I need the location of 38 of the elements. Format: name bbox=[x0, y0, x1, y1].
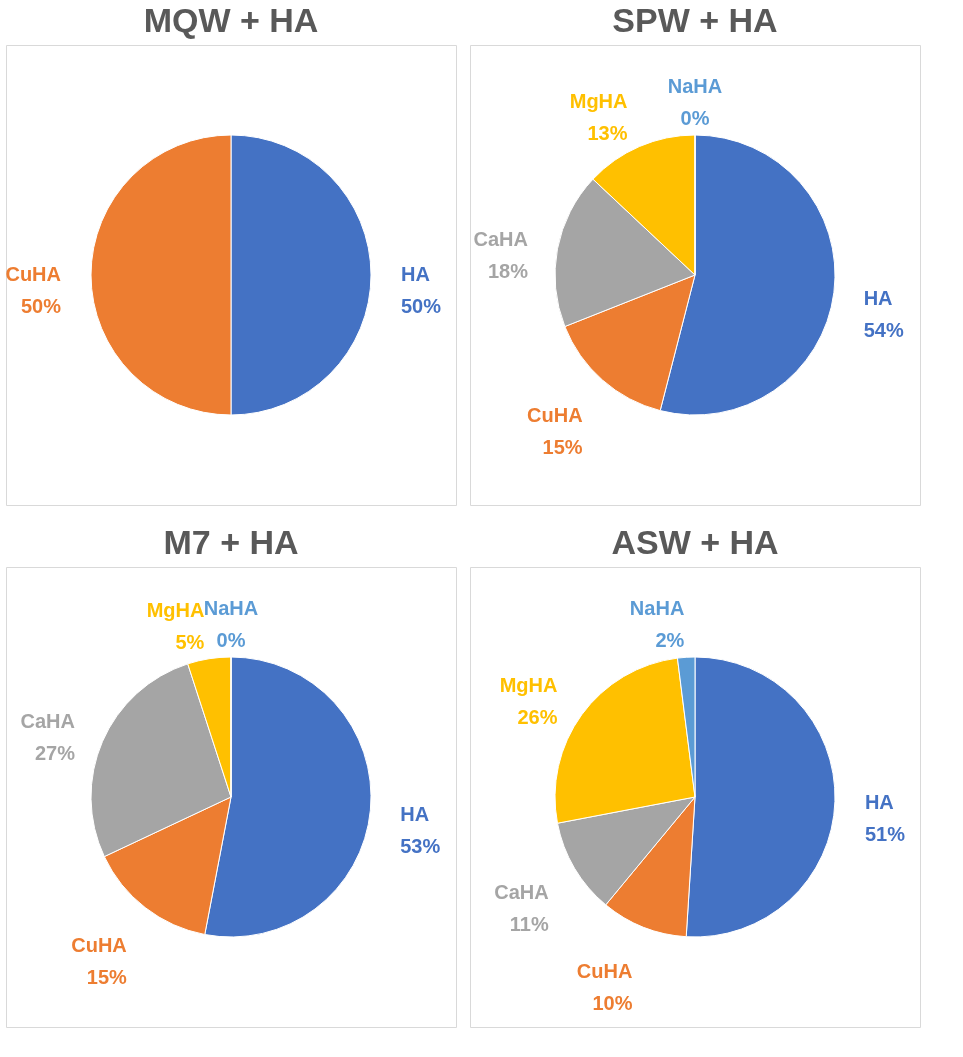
text: 0% bbox=[216, 629, 246, 651]
slice-label: MgHA bbox=[499, 674, 558, 697]
slice-label: MgHA bbox=[569, 90, 628, 113]
data-label: 50% bbox=[20, 295, 62, 317]
data-label: 50% bbox=[401, 295, 442, 317]
data-label: 11% bbox=[509, 912, 549, 935]
data-label: 15% bbox=[542, 436, 583, 459]
data-label: 10% bbox=[592, 991, 633, 1014]
slice-label: CuHA bbox=[576, 959, 633, 982]
slice-label: NaHA bbox=[629, 597, 685, 620]
category-label: NaHA bbox=[667, 75, 723, 97]
slice-label: CuHA bbox=[5, 263, 61, 285]
data-label: 27% bbox=[34, 742, 76, 765]
slice-label: CuHA bbox=[71, 933, 127, 956]
slice-label: CaHA bbox=[20, 710, 75, 733]
data-label: 51% bbox=[864, 822, 906, 845]
slice-label: HA bbox=[401, 263, 430, 285]
slice-label: CuHA bbox=[527, 404, 583, 427]
data-label: 54% bbox=[863, 318, 904, 341]
category-label: NaHA bbox=[203, 597, 259, 619]
chart-title: M7 + HA bbox=[163, 523, 299, 561]
chart-title: SPW + HA bbox=[612, 1, 778, 39]
data-label: 5% bbox=[175, 631, 205, 654]
slice-label: CaHA bbox=[473, 227, 529, 250]
chart-title: ASW + HA bbox=[611, 523, 779, 561]
slice-label: HA bbox=[864, 790, 894, 813]
data-label: 26% bbox=[517, 706, 558, 729]
slice-label: MgHA bbox=[146, 599, 205, 622]
data-label: 53% bbox=[400, 834, 441, 857]
data-label: 2% bbox=[655, 629, 685, 652]
data-label: 13% bbox=[587, 122, 628, 145]
data-label: 18% bbox=[487, 259, 529, 282]
slice-label: HA bbox=[863, 286, 893, 309]
chart-title: MQW + HA bbox=[143, 1, 319, 39]
text: 0% bbox=[680, 107, 710, 129]
data-label: 15% bbox=[86, 965, 128, 988]
slice-label: CaHA bbox=[494, 880, 549, 903]
slice-label: HA bbox=[400, 802, 430, 825]
